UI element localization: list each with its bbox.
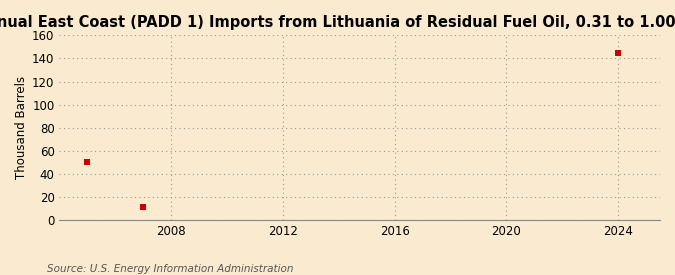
Y-axis label: Thousand Barrels: Thousand Barrels (15, 76, 28, 179)
Title: Annual East Coast (PADD 1) Imports from Lithuania of Residual Fuel Oil, 0.31 to : Annual East Coast (PADD 1) Imports from … (0, 15, 675, 30)
Text: Source: U.S. Energy Information Administration: Source: U.S. Energy Information Administ… (47, 264, 294, 274)
